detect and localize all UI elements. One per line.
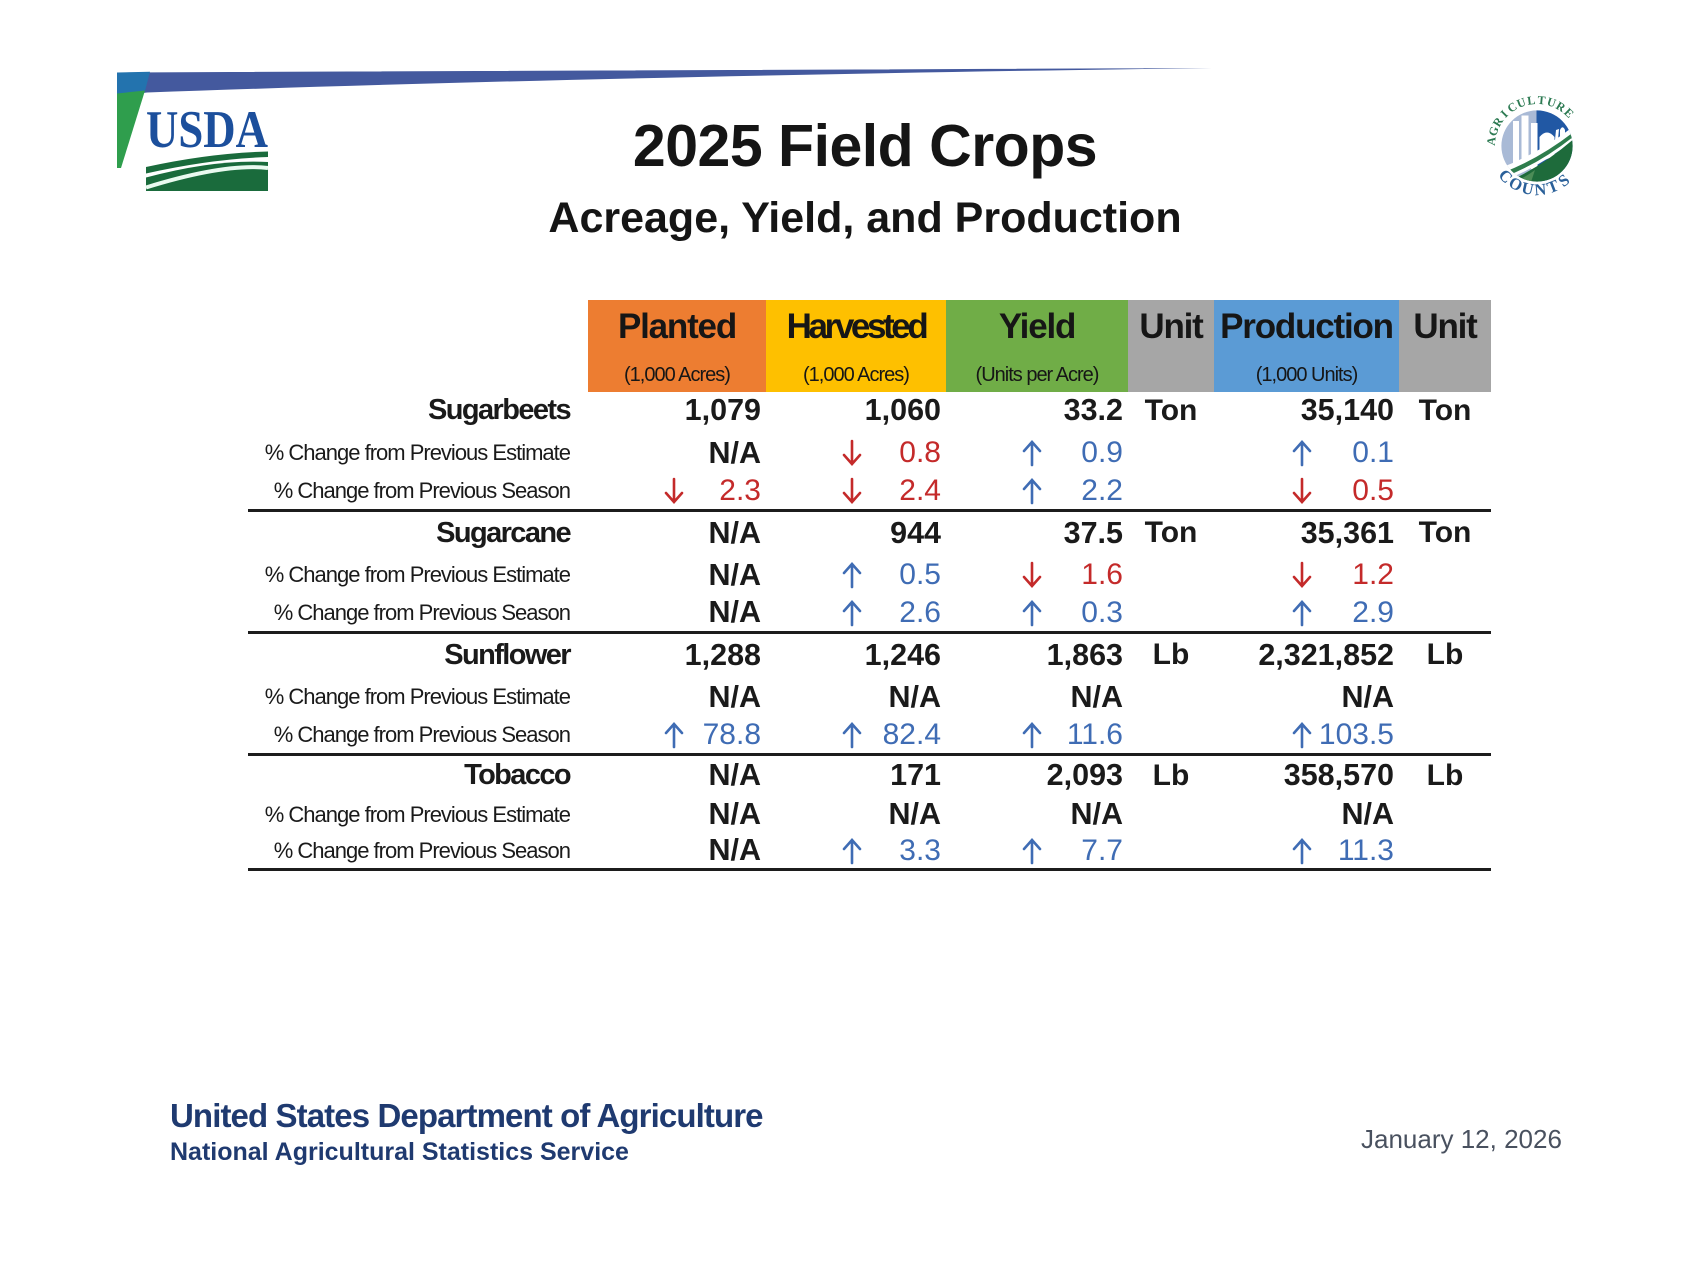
svg-text:USDA: USDA xyxy=(146,101,268,159)
svg-text:T: T xyxy=(1537,93,1546,108)
svg-text:N: N xyxy=(1534,179,1547,199)
svg-text:L: L xyxy=(1526,93,1536,108)
svg-text:A: A xyxy=(1484,136,1499,146)
svg-text:G: G xyxy=(1485,124,1501,137)
svg-text:U: U xyxy=(1520,178,1536,199)
